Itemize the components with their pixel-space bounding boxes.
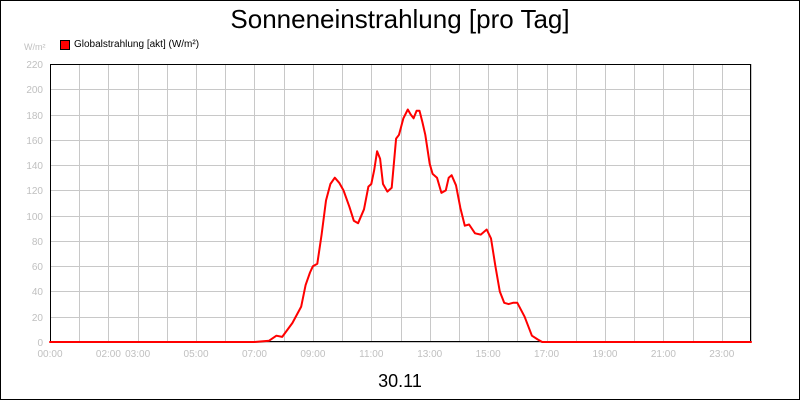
x-tick-label: 02:00 (96, 349, 121, 360)
x-tick-label: 13:00 (417, 349, 442, 360)
y-axis-unit-label: W/m² (24, 42, 46, 52)
y-tick-label: 220 (26, 60, 43, 71)
x-tick-label: 03:00 (125, 349, 150, 360)
x-tick-label: 00:00 (37, 349, 62, 360)
x-tick-label: 23:00 (709, 349, 734, 360)
y-tick-label: 140 (26, 161, 43, 172)
y-tick-label: 180 (26, 111, 43, 122)
plot-border (50, 64, 751, 342)
y-tick-label: 0 (37, 338, 43, 349)
y-tick-label: 20 (32, 313, 44, 324)
y-tick-label: 40 (32, 287, 44, 298)
y-tick-label: 120 (26, 186, 43, 197)
x-tick-label: 15:00 (476, 349, 501, 360)
x-tick-label: 17:00 (534, 349, 559, 360)
x-tick-label: 05:00 (184, 349, 209, 360)
x-tick-label: 09:00 (300, 349, 325, 360)
date-label: 30.11 (378, 371, 422, 391)
plot-area (50, 64, 751, 342)
x-tick-label: 07:00 (242, 349, 267, 360)
legend-label: Globalstrahlung [akt] (W/m²) (74, 39, 200, 50)
y-tick-label: 80 (32, 237, 44, 248)
y-tick-label: 60 (32, 262, 44, 273)
x-tick-label: 11:00 (359, 349, 384, 360)
series-line (49, 108, 752, 343)
legend: Globalstrahlung [akt] (W/m²) (60, 39, 199, 50)
x-tick-label: 19:00 (592, 349, 617, 360)
y-tick-label: 100 (26, 212, 43, 223)
y-tick-label: 160 (26, 136, 43, 147)
y-tick-label: 200 (26, 85, 43, 96)
legend-swatch (60, 39, 70, 50)
chart-title: Sonneneinstrahlung [pro Tag] (230, 4, 570, 34)
x-tick-label: 21:00 (651, 349, 676, 360)
